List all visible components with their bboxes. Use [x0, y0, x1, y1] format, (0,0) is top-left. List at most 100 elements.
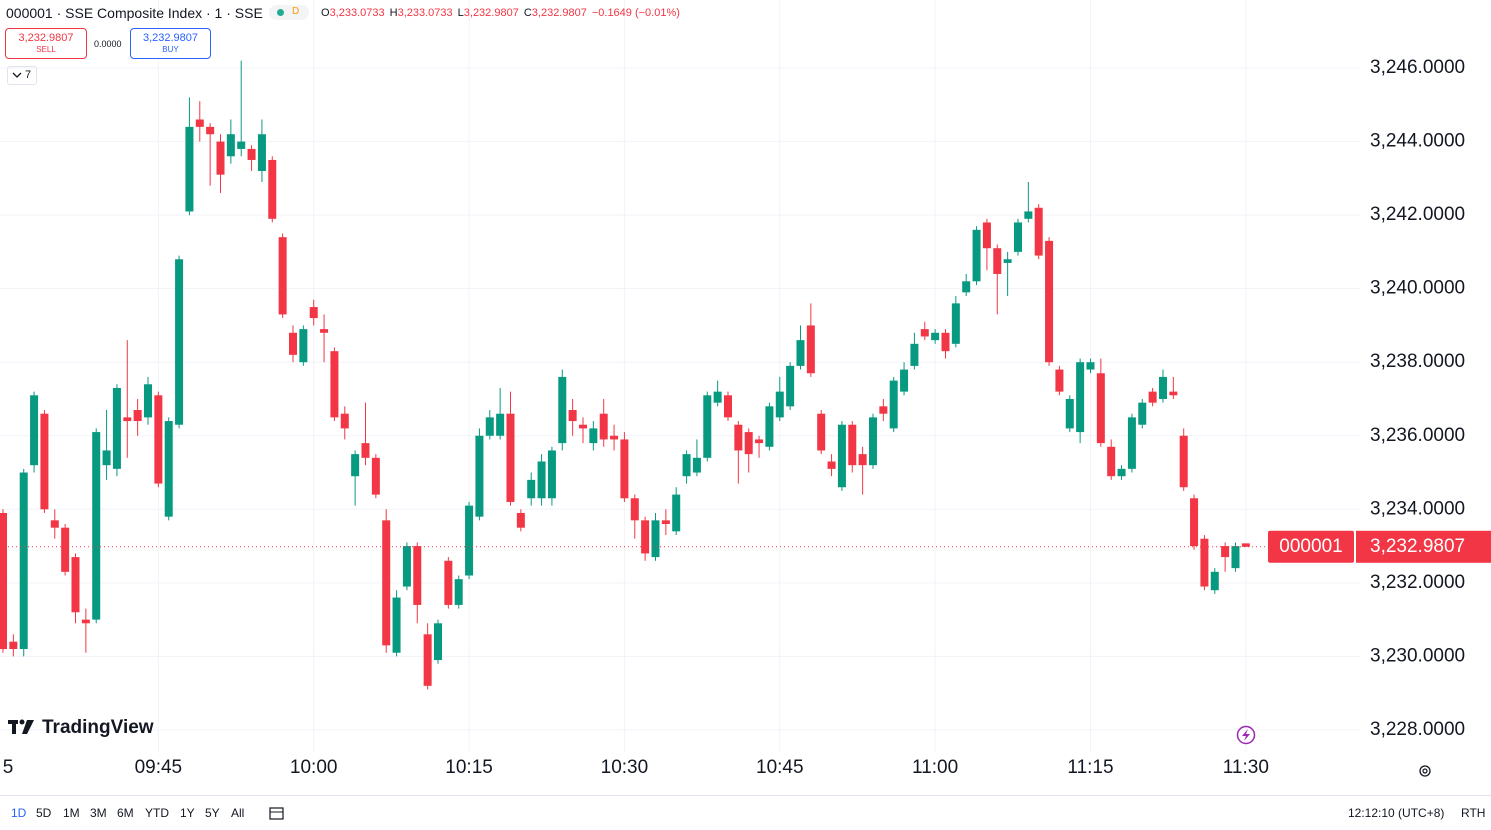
- ohlc-key: C: [523, 7, 532, 19]
- candle-body: [982, 222, 991, 249]
- range-button[interactable]: 1M: [63, 806, 80, 820]
- symbol-tag: 000001: [1279, 536, 1342, 557]
- candle-body: [112, 387, 121, 469]
- candle-body: [1148, 391, 1157, 403]
- y-tick-label: 3,230.0000: [1370, 645, 1465, 666]
- candle-body: [454, 579, 463, 605]
- candle-body: [154, 395, 163, 484]
- candle-body: [309, 307, 318, 319]
- candle-body: [465, 505, 474, 576]
- candle-body: [703, 395, 712, 458]
- candle-body: [247, 148, 256, 160]
- range-button[interactable]: 1Y: [180, 806, 195, 820]
- sell-button[interactable]: 3,232.9807 SELL: [5, 28, 87, 59]
- candle-body: [216, 141, 225, 175]
- candle-body: [1158, 376, 1167, 399]
- candle-body: [692, 457, 701, 473]
- candle-body: [962, 281, 971, 293]
- candle-body: [734, 424, 743, 451]
- range-button[interactable]: YTD: [145, 806, 169, 820]
- candle-body: [19, 472, 28, 650]
- candle-body: [1127, 417, 1136, 469]
- candle-body: [133, 410, 142, 422]
- candle-body: [1076, 362, 1085, 433]
- x-tick-label: 10:45: [756, 757, 804, 778]
- ohlc-legend: O3,233.0733 H3,233.0733 L3,232.9807 C3,232.…: [321, 7, 680, 19]
- x-tick-label: 11:00: [912, 757, 958, 778]
- x-tick-label: 10:30: [601, 757, 649, 778]
- buy-button[interactable]: 3,232.9807 BUY: [130, 28, 211, 59]
- candle-body: [9, 641, 18, 650]
- symbol-tag-bg: [1268, 530, 1354, 563]
- y-tick-label: 3,238.0000: [1370, 351, 1465, 372]
- candle-body: [1117, 468, 1126, 477]
- range-button[interactable]: 1D: [11, 806, 27, 820]
- candle-body: [30, 395, 39, 466]
- candle-body: [558, 376, 567, 444]
- candle-body: [123, 417, 132, 422]
- y-tick-label: 3,232.0000: [1370, 572, 1465, 593]
- plot: 3,228.0000 3,230.0000 3,232.0000 3,234.0000…: [0, 0, 1491, 778]
- candle-body: [288, 332, 297, 355]
- clock[interactable]: 12:12:10 (UTC+8): [1348, 806, 1445, 820]
- candle-body: [620, 439, 629, 499]
- candle-body: [1138, 402, 1147, 425]
- spread: 0.0000: [94, 39, 122, 49]
- candle-body: [796, 340, 805, 366]
- session[interactable]: RTH: [1461, 806, 1486, 820]
- range-button[interactable]: 5Y: [205, 806, 220, 820]
- candle-body: [1086, 362, 1095, 370]
- y-tick-label: 3,236.0000: [1370, 425, 1465, 446]
- candle-body: [578, 424, 587, 429]
- symbol-title[interactable]: 000001 · SSE Composite Index · 1 · SSE: [6, 5, 263, 21]
- settings-icon[interactable]: [1419, 765, 1431, 777]
- candle-body: [485, 417, 494, 436]
- candle-body: [920, 329, 929, 337]
- logo-icon: [8, 719, 34, 734]
- ohlc-value: 3,232.9807: [531, 7, 587, 19]
- candle-body: [1045, 240, 1054, 363]
- lightning-icon[interactable]: [1236, 725, 1256, 745]
- range-button[interactable]: All: [231, 806, 245, 820]
- candle-body: [444, 560, 453, 605]
- candle-body: [972, 229, 981, 282]
- range-button[interactable]: 3M: [90, 806, 107, 820]
- candle-body: [299, 329, 308, 363]
- range-button[interactable]: 6M: [117, 806, 134, 820]
- ohlc-key: L: [457, 7, 464, 19]
- date-range-icon[interactable]: [268, 804, 286, 822]
- candle-body: [1241, 543, 1250, 547]
- candle-body: [257, 134, 266, 171]
- x-tick-label: 09:45: [135, 757, 183, 778]
- candle-body: [506, 413, 515, 502]
- candle-body: [941, 332, 950, 352]
- candle-body: [723, 395, 732, 418]
- candle-body: [102, 450, 111, 466]
- candle-body: [651, 520, 660, 558]
- candle-body: [382, 520, 391, 646]
- candle-body: [413, 546, 422, 605]
- x-tick-label: 10:00: [290, 757, 338, 778]
- candle-body: [775, 391, 784, 418]
- candle-body: [527, 479, 536, 499]
- candle-body: [143, 384, 152, 418]
- candle-body: [237, 141, 246, 149]
- buy-price: 3,232.9807: [142, 32, 199, 44]
- ohlc-value: 3,233.0733: [397, 7, 453, 19]
- sell-label: SELL: [36, 45, 56, 54]
- x-tick-label: 5: [3, 757, 14, 778]
- range-button[interactable]: 5D: [36, 806, 52, 820]
- candle-body: [1024, 211, 1033, 219]
- price-tag-bg: [1356, 530, 1491, 563]
- candle-body: [1179, 435, 1188, 488]
- indicators-toggle[interactable]: 7: [7, 66, 37, 85]
- candle-body: [61, 527, 70, 572]
- candle-body: [1231, 546, 1240, 569]
- candle-body: [547, 450, 556, 499]
- candle-body: [71, 557, 80, 613]
- footer-bar: 12:12:10 (UTC+8) RTH 1D 5D 1M 3M 6M YTD 1Y 5Y Al…: [0, 795, 1491, 830]
- status-badge[interactable]: D: [269, 5, 309, 20]
- candle-body: [1034, 207, 1043, 256]
- candle-body: [806, 325, 815, 374]
